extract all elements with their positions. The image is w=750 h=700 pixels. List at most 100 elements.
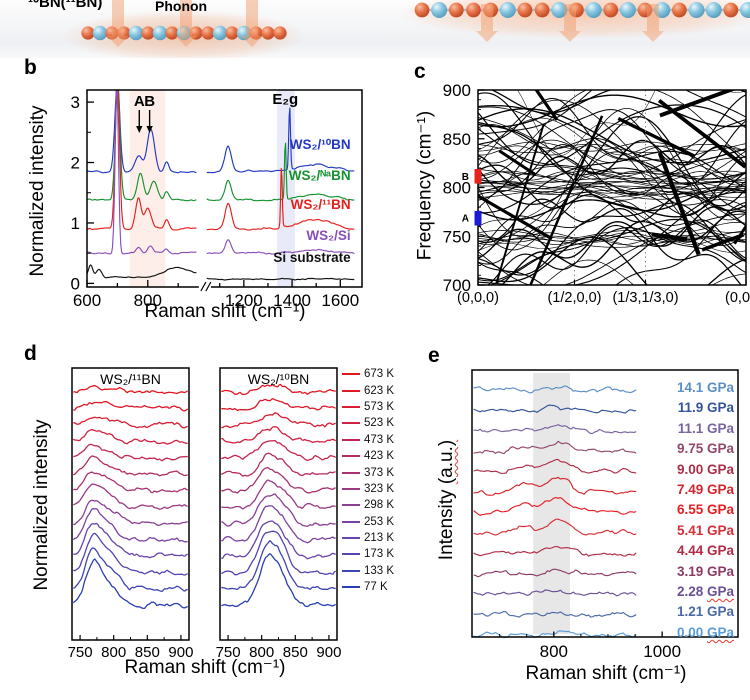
panel-e-ylabel: Intensity (a.u.) [436,380,458,620]
legend-label: 133 K [364,564,395,577]
boron-atom-icon [603,2,619,18]
highlight-band [533,373,571,634]
phonon-bands [478,90,746,285]
marker-label: A [462,214,469,225]
phonon-band [617,117,696,158]
isotope-label: ¹⁰BN(¹¹BN) [28,0,103,11]
spectrum-curve [221,467,336,494]
pressure-unit: GPa [706,543,734,559]
plot-frame [471,369,739,638]
phonon-band [478,201,746,285]
phonon-band [478,230,746,239]
spectrum-curve [206,167,355,231]
nitrogen-atom-icon [619,2,636,18]
legend-item: 423 K [342,448,394,464]
phonon-band [478,238,746,248]
phonon-band [478,117,746,176]
panel-d-ylabel: Normalized intensity [31,419,52,591]
tick-label: 800 [134,291,162,310]
pressure-unit: GPa [706,420,734,436]
phonon-band [478,232,746,241]
phonon-label: Phonon [155,0,208,14]
spectrum-curve [206,277,355,281]
phonon-band [478,144,746,217]
tick-label: 800 [540,642,568,661]
panel-letter-e: e [428,344,440,367]
boron-atom-icon [517,2,533,18]
legend-item: 213 K [342,530,394,546]
spectrum-curve [473,630,637,639]
phonon-arrow-icon [241,0,263,47]
pressure-value: 11.9 [677,400,707,416]
pressure-value: 7.49 [676,482,707,497]
tick-label: 850 [135,644,160,661]
boron-atom-icon [723,2,739,18]
marker-label: B [462,172,469,183]
boron-atom-icon [225,26,239,40]
phonon-band [534,90,559,121]
pressure-value: 2.28 [676,584,707,599]
spectrum-curve [72,507,188,543]
k-point-label: (1/2,0,0) [547,290,601,306]
boron-atom-icon [81,26,95,40]
boron-atom-icon [201,26,215,40]
phonon-band [478,198,742,285]
phonon-band [478,191,746,240]
tick-label: 3 [71,93,80,112]
tick-label: 1400 [273,291,311,310]
spectrum-curve [473,404,637,414]
pressure-unit: GPa [706,522,734,538]
tick-label: 1000 [643,642,681,661]
spectrum-curve [473,440,637,455]
phonon-band [478,234,746,242]
spectrum-curve [473,568,637,578]
panel-d-title-11bn: WS₂/¹¹BN [100,371,161,387]
tick-label: 600 [73,291,101,310]
phonon-arrow-icon [175,0,197,47]
spectrum-curve [473,476,637,496]
legend-label: 373 K [364,466,395,479]
tick-label: 900 [168,644,193,661]
panel-letter-c: c [414,60,426,83]
atom-chain-schematic [63,0,750,58]
pressure-label: 5.41 GPa [618,523,734,538]
tick-label: 1600 [321,291,359,310]
k-point-label: (0,0,0) [457,290,499,306]
boron-atom-icon [466,2,481,18]
plot-frame [71,367,190,641]
legend-item: 77 K [342,579,394,595]
boron-atom-icon [448,2,464,18]
spectrum-curve [221,553,336,608]
nitrogen-atom-icon [705,2,722,18]
spectrum-curve [73,400,189,412]
phonon-arrow-icon [476,4,498,42]
legend-label: 523 K [364,417,395,430]
spectrum-curve [473,610,637,618]
spectrum-curve [87,90,197,255]
legend-label: 573 K [364,400,395,413]
spectrum-curve [87,90,197,231]
spectrum-curve [87,90,197,202]
spectrum-curve [206,239,355,255]
legend-line-icon [342,422,360,425]
annotation-label: A [134,93,145,110]
tick-label: 800 [249,644,274,661]
panel-c-ylabel: Frequency (cm⁻¹) [414,110,436,261]
phonon-band [478,141,746,152]
pressure-unit: GPa [706,380,734,395]
pressure-unit: GPa [706,482,734,497]
legend-line-icon [342,569,360,572]
nitrogen-atom-icon [551,2,568,18]
phonon-band [478,237,746,253]
series-label: Si substrate [273,250,351,266]
panel-letter-d: d [24,342,37,365]
spectrum-curve [473,496,637,516]
spectrum-curve [73,384,188,395]
boron-atom-icon [414,2,430,18]
pressure-value: 1.21 [676,604,707,620]
tick-label: 750 [68,644,93,661]
pressure-label: 7.49 GPa [618,482,734,497]
legend-line-icon [342,520,360,523]
tick-label: 800 [101,644,126,661]
spectrum-curve [221,493,336,527]
